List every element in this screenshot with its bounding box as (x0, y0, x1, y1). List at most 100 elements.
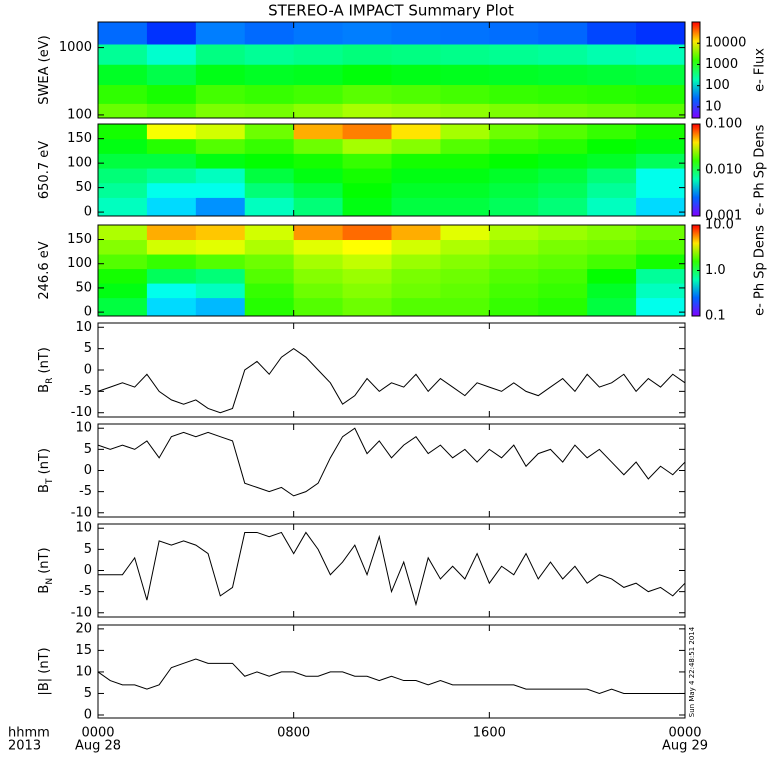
panel-frame (97, 423, 686, 518)
heatmap-cell (244, 182, 295, 198)
heatmap-cell (538, 197, 588, 217)
heatmap-cell (293, 103, 344, 119)
y-tick-label: 150 (67, 232, 92, 247)
colorbar-tick-label: 0.100 (705, 117, 742, 132)
heatmap-cell (98, 64, 148, 86)
heatmap-cell (342, 103, 392, 119)
heatmap-cell (538, 182, 588, 198)
y-tick-label: 100 (67, 107, 92, 122)
line (97, 348, 686, 414)
heatmap-cell (244, 84, 295, 104)
heatmap-cell (195, 43, 246, 65)
heatmap-cell (244, 64, 295, 86)
heatmap-cell (538, 297, 588, 317)
heatmap-cell (195, 103, 246, 119)
heatmap-cell (98, 168, 148, 184)
heatmap-cell (293, 43, 344, 65)
y-tick-label: 10 (75, 521, 92, 536)
y-tick-label: 100 (67, 156, 92, 171)
heatmap-cell (391, 225, 441, 241)
heatmap-cell (538, 239, 588, 255)
heatmap-cell (440, 168, 490, 184)
heatmap-cell (98, 138, 148, 154)
y-tick-label: 0 (84, 305, 92, 320)
y-tick-label: 10 (75, 664, 92, 679)
heatmap-cell (587, 138, 637, 154)
heatmap-cell (587, 168, 637, 184)
line (97, 658, 685, 694)
heatmap-cell (342, 43, 392, 65)
heatmap-cell (587, 254, 637, 270)
heatmap-cell (636, 254, 686, 270)
heatmap-cell (440, 297, 490, 317)
heatmap-cell (391, 124, 441, 140)
heatmap-cell (489, 153, 539, 169)
heatmap-cell (342, 22, 392, 45)
heatmap-cell (538, 153, 588, 169)
heatmap-cell (538, 225, 588, 241)
heatmap-cell (195, 138, 246, 154)
heatmap-cell (146, 182, 197, 198)
heatmap-cell (587, 43, 637, 65)
y-tick-label: -5 (79, 584, 92, 599)
colorbar-label: e- Flux (753, 48, 768, 92)
heatmap-cell (146, 153, 197, 169)
heatmap-cell (440, 153, 490, 169)
heatmap-cell (195, 124, 246, 140)
heatmap-cell (440, 124, 490, 140)
x-tick-label: 0000 (668, 726, 701, 741)
heatmap-cell (293, 225, 344, 241)
heatmap-cell (146, 64, 197, 86)
heatmap-cell (489, 254, 539, 270)
heatmap-cell (489, 197, 539, 217)
heatmap-cell (342, 84, 392, 104)
y-tick-label: 10 (75, 320, 92, 335)
line (97, 427, 686, 497)
heatmap-cell (587, 225, 637, 241)
heatmap-cell (391, 138, 441, 154)
heatmap-cell (342, 239, 392, 255)
heatmap-cell (195, 64, 246, 86)
y-axis-label: 650.7 eV (37, 141, 52, 199)
heatmap-cell (440, 22, 490, 45)
heatmap-cell (293, 239, 344, 255)
heatmap-cell (195, 297, 246, 317)
x-tick-label: 0800 (277, 726, 310, 741)
heatmap-cell (489, 283, 539, 299)
heatmap-cell (293, 182, 344, 198)
heatmap-cell (636, 138, 686, 154)
heatmap-cell (489, 22, 539, 45)
y-axis-label: BR (nT) (37, 347, 55, 393)
heatmap-cell (587, 239, 637, 255)
y-axis-label-part: B (37, 484, 52, 493)
heatmap-cell (391, 153, 441, 169)
heatmap-cell (489, 168, 539, 184)
heatmap-cell (146, 239, 197, 255)
heatmap-cell (244, 153, 295, 169)
panel-frame (97, 224, 686, 317)
heatmap-cell (342, 283, 392, 299)
heatmap-cell (244, 225, 295, 241)
colorbar-tick-label: 10 (705, 99, 722, 114)
heatmap-cell (489, 297, 539, 317)
heatmap-cell (293, 168, 344, 184)
colorbar-tick-label: 0.001 (705, 209, 742, 224)
heatmap-cell (391, 43, 441, 65)
heatmap-cell (195, 268, 246, 284)
heatmap-cell (538, 84, 588, 104)
y-tick-label: -10 (71, 605, 92, 620)
heatmap-cell (98, 43, 148, 65)
colorbar-tick-label: 1.0 (705, 263, 726, 278)
colorbar-tick-label: 0.010 (705, 163, 742, 178)
heatmap-cell (146, 22, 197, 45)
heatmap-cell (391, 297, 441, 317)
heatmap-cell (146, 84, 197, 104)
heatmap-cell (587, 268, 637, 284)
heatmap-cell (293, 153, 344, 169)
line (98, 531, 686, 607)
heatmap-cell (98, 225, 148, 241)
heatmap-cell (293, 22, 344, 45)
heatmap-cell (489, 84, 539, 104)
heatmap-cell (636, 268, 686, 284)
heatmap-cell (587, 297, 637, 317)
